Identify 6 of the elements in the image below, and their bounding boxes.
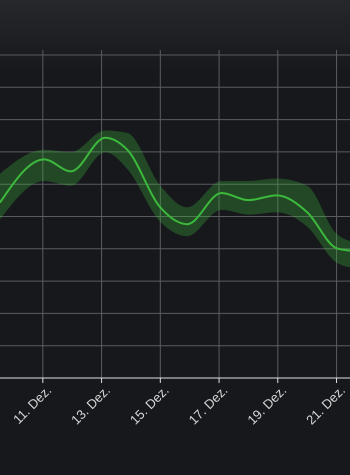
x-tick-label: 17. Dez. xyxy=(186,382,231,428)
x-tick-label: 13. Dez. xyxy=(68,382,114,428)
x-tick-label: 15. Dez. xyxy=(126,382,172,428)
x-tick-label: 21. Dez. xyxy=(303,382,348,428)
x-tick-label: 19. Dez. xyxy=(244,382,290,428)
x-tick-label: 11. Dez. xyxy=(10,382,54,427)
